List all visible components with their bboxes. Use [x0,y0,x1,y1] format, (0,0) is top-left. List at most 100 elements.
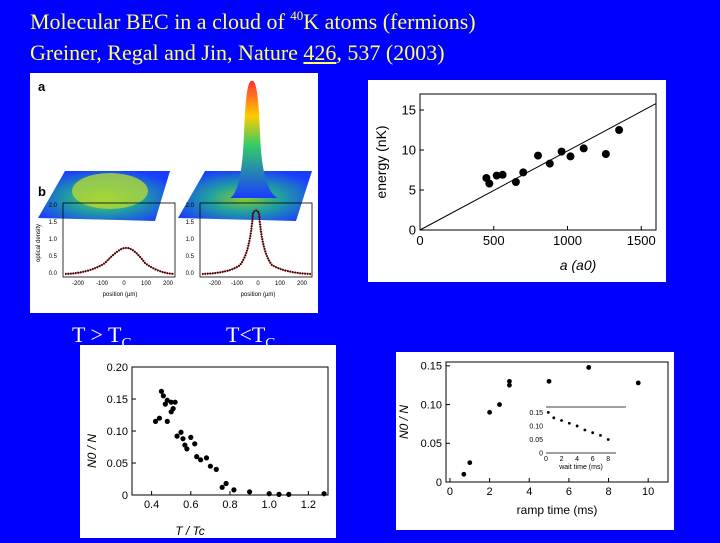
xtick-label: 0.8 [222,499,237,511]
inset-data-point [575,424,579,428]
inset-data-point [560,419,563,422]
label-below-tc: T<TC [226,322,275,352]
ytick-label: 0 [122,490,128,502]
right-profile-fit [201,210,312,275]
thermal-cloud-peak [72,173,148,209]
data-point [188,434,194,440]
title-prefix: Molecular BEC in a cloud of [30,9,291,34]
data-point [487,409,493,415]
data-point [586,365,592,370]
plot-frame [419,93,657,231]
condensate-fraction-chart: 0 0.05 0.10 0.15 0.20 0.4 0.6 0.8 1.0 1.2 T / Tc N0… [85,362,329,538]
inset-xtick-label: 2 [560,456,564,463]
panel-label-b: b [38,184,46,199]
data-point [223,480,229,487]
ramp-chart-xlabel: ramp time (ms) [517,503,598,517]
inset-ytick-label: 0.15 [529,410,543,417]
data-point [492,171,501,180]
xtick-label: 4 [526,486,532,498]
slide-title-line-1: Molecular BEC in a cloud of 40K atoms (f… [30,8,476,35]
inset-data-point [591,431,595,435]
right-profile-xlabel: position (µm) [241,292,276,298]
xtick-label: 1.0 [262,499,277,511]
data-point [545,159,554,168]
xtick-label: 0 [416,233,423,248]
label-above-tc-text: T > T [72,322,122,347]
data-point [172,399,178,405]
data-point [198,457,204,463]
citation-volume: 426 [303,40,337,65]
inset-xlabel: wait time (ms) [558,464,603,471]
left-profile-xlabel: position (µm) [103,292,138,298]
data-point [164,418,170,424]
ytick: 0.0 [49,271,58,277]
data-point [266,491,272,497]
ytick: 1.0 [186,237,195,243]
left-profile-ylabel: optical density [36,224,42,262]
xtick: 200 [163,281,174,287]
inset-data-point [606,438,610,441]
data-point [546,378,552,384]
inset-xtick-label: 0 [544,456,548,463]
data-point [194,454,200,460]
isotope-superscript: 40 [290,8,304,23]
density-profiles-figure: a b optical density 2.0 1.5 1.0 0.5 0.0 … [30,73,318,313]
xtick-label: 1.2 [301,499,316,511]
ytick-label: 0.05 [421,438,442,450]
fraction-chart-ylabel: N0 / N [85,434,99,468]
xtick: 100 [141,281,152,287]
ytick: 2.0 [186,203,195,209]
inset-ytick-label: 0.05 [529,437,543,444]
data-point [158,388,164,394]
condensate-fraction-panel: 0 0.05 0.10 0.15 0.20 0.4 0.6 0.8 1.0 1.2 T / Tc N0… [80,345,336,538]
data-point [566,152,575,161]
data-point [160,393,166,399]
ytick-label: 10 [402,143,416,158]
energy-chart-panel: 0 5 10 15 0 500 1000 1500 a (a0) energy (nK) [368,80,666,282]
xtick-label: 8 [605,486,611,498]
data-point [156,415,163,421]
data-point [286,491,292,497]
left-profile-plot: optical density 2.0 1.5 1.0 0.5 0.0 -200… [36,202,176,298]
xtick-label: 0.6 [183,499,198,511]
slide-title-line-2: Greiner, Regal and Jin, Nature 426, 537 … [30,40,445,66]
data-point [162,401,168,407]
data-point [498,170,507,179]
inset-xtick-label: 8 [606,456,610,463]
data-point [174,433,180,439]
ytick-label: 0.05 [107,458,128,470]
ramp-time-panel: 0 0.05 0.10 0.15 0 2 4 6 8 10 ramp time (ms) N0 / N… [396,352,674,530]
density-profiles-svg: a b optical density 2.0 1.5 1.0 0.5 0.0 … [36,79,313,298]
citation-authors: Greiner, Regal and Jin, Nature [30,40,304,65]
data-point [534,151,542,160]
ytick: 2.0 [49,203,58,209]
xtick: -200 [209,281,222,287]
data-point [519,168,528,177]
ytick-label: 0 [409,223,416,238]
plot-frame [131,366,329,496]
data-point [180,436,186,442]
ytick: 1.5 [49,220,58,226]
ytick: 0.5 [49,254,58,260]
ytick-label: 5 [409,183,416,198]
label-below-tc-sub: C [265,335,276,352]
fit-line [419,103,657,231]
right-profile-plot: 2.0 1.5 1.0 0.5 0.0 -200 -100 0 100 200 … [186,202,313,298]
xtick: -100 [231,281,244,287]
data-point [182,442,188,448]
inset-ytick-label: 0.10 [529,423,543,430]
xtick-label: 0.4 [144,499,159,511]
energy-chart: 0 5 10 15 0 500 1000 1500 a (a0) energy (nK) [373,93,657,273]
ytick-label: 0.20 [107,362,128,374]
ytick-label: 0.10 [107,426,128,438]
ytick-label: 0.15 [421,361,442,373]
label-below-tc-text: T<T [226,322,266,347]
xtick: 200 [297,281,308,287]
ytick-label: 0 [436,477,442,489]
xtick: 0 [122,281,126,287]
inset-data-point [599,434,602,437]
inset-data-point [567,421,571,425]
xtick-label: 0 [447,486,453,498]
plot-frame [445,361,669,483]
data-point [485,179,494,188]
